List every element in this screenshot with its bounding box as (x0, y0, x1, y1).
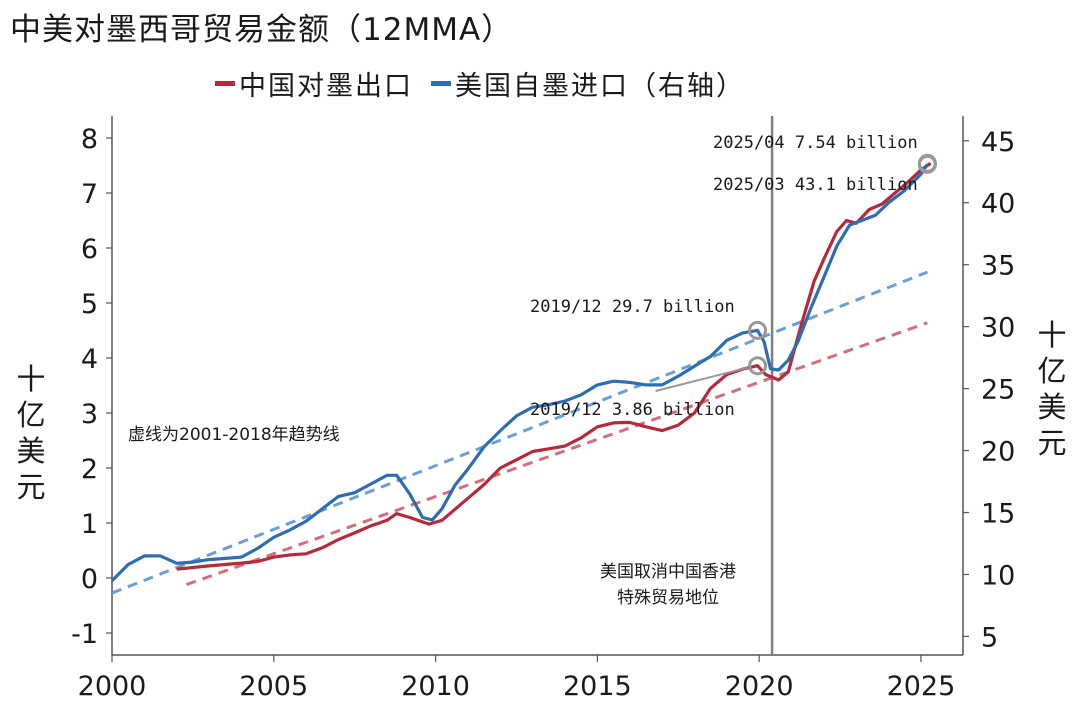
y-right-tick-label: 35 (981, 251, 1015, 282)
legend: 中国对墨出口 美国自墨进口（右轴） (215, 64, 763, 103)
legend-label-china: 中国对墨出口 (239, 71, 413, 102)
chart-title: 中美对墨西哥贸易金额（12MMA） (10, 12, 514, 48)
annotation-marker (748, 356, 768, 376)
annotation-connector (655, 366, 748, 392)
x-tick-label: 2015 (563, 671, 632, 702)
annotation-label: 2025/03 43.1 billion (713, 175, 918, 195)
y-right-tick-label: 45 (981, 127, 1015, 158)
annotations: 2025/04 7.54 billion 2025/03 43.1 billion… (128, 133, 937, 445)
y-left-tick-label: -1 (71, 619, 98, 650)
legend-item-china: 中国对墨出口 (215, 64, 413, 103)
y-right-tick-label: 30 (981, 313, 1015, 344)
y-left-tick-label: 0 (81, 564, 98, 595)
y-right-axis-label: 十亿美元 (1037, 318, 1072, 460)
trend-line-china (185, 321, 928, 587)
y-left-tick-label: 3 (81, 399, 98, 430)
y-left-axis-label: 十亿美元 (16, 362, 51, 504)
y-left-tick-label: 8 (81, 124, 98, 155)
y-right-tick-label: 10 (981, 560, 1015, 591)
y-right-tick-label: 25 (981, 375, 1015, 406)
event-label-line: 美国取消中国香港 (600, 562, 736, 582)
y-right-tick-label: 40 (981, 189, 1015, 220)
series-lines (110, 161, 932, 582)
annotation-label: 2025/04 7.54 billion (713, 133, 918, 153)
event-label-line: 特殊贸易地位 (617, 588, 719, 608)
series-line-china (176, 161, 932, 571)
y-right-tick-label: 5 (981, 622, 998, 653)
x-tick-label: 2000 (78, 671, 147, 702)
legend-item-us: 美国自墨进口（右轴） (431, 64, 745, 103)
y-left-tick-label: 7 (81, 179, 98, 210)
series-line-us (110, 163, 929, 582)
annotation-label: 2019/12 3.86 billion (530, 400, 735, 420)
annotation-marker (917, 154, 937, 174)
y-left-tick-label: 6 (81, 234, 98, 265)
y-left-tick-label: 4 (81, 344, 98, 375)
y-right-tick-label: 15 (981, 499, 1015, 530)
x-tick-label: 2010 (401, 671, 470, 702)
legend-swatch-us (431, 81, 451, 86)
trend-note: 虚线为2001-2018年趋势线 (128, 425, 340, 445)
y-left-tick-label: 1 (81, 509, 98, 540)
x-tick-label: 2005 (239, 671, 308, 702)
legend-swatch-china (215, 81, 235, 86)
y-left-tick-label: 2 (81, 454, 98, 485)
y-right-tick-label: 20 (981, 437, 1015, 468)
x-tick-label: 2020 (725, 671, 794, 702)
trend-lines (111, 270, 928, 595)
annotation-label: 2019/12 29.7 billion (530, 297, 735, 317)
annotation-marker (748, 320, 768, 340)
y-left-tick-label: 5 (81, 289, 98, 320)
x-tick-label: 2025 (887, 671, 956, 702)
legend-label-us: 美国自墨进口（右轴） (455, 71, 745, 102)
